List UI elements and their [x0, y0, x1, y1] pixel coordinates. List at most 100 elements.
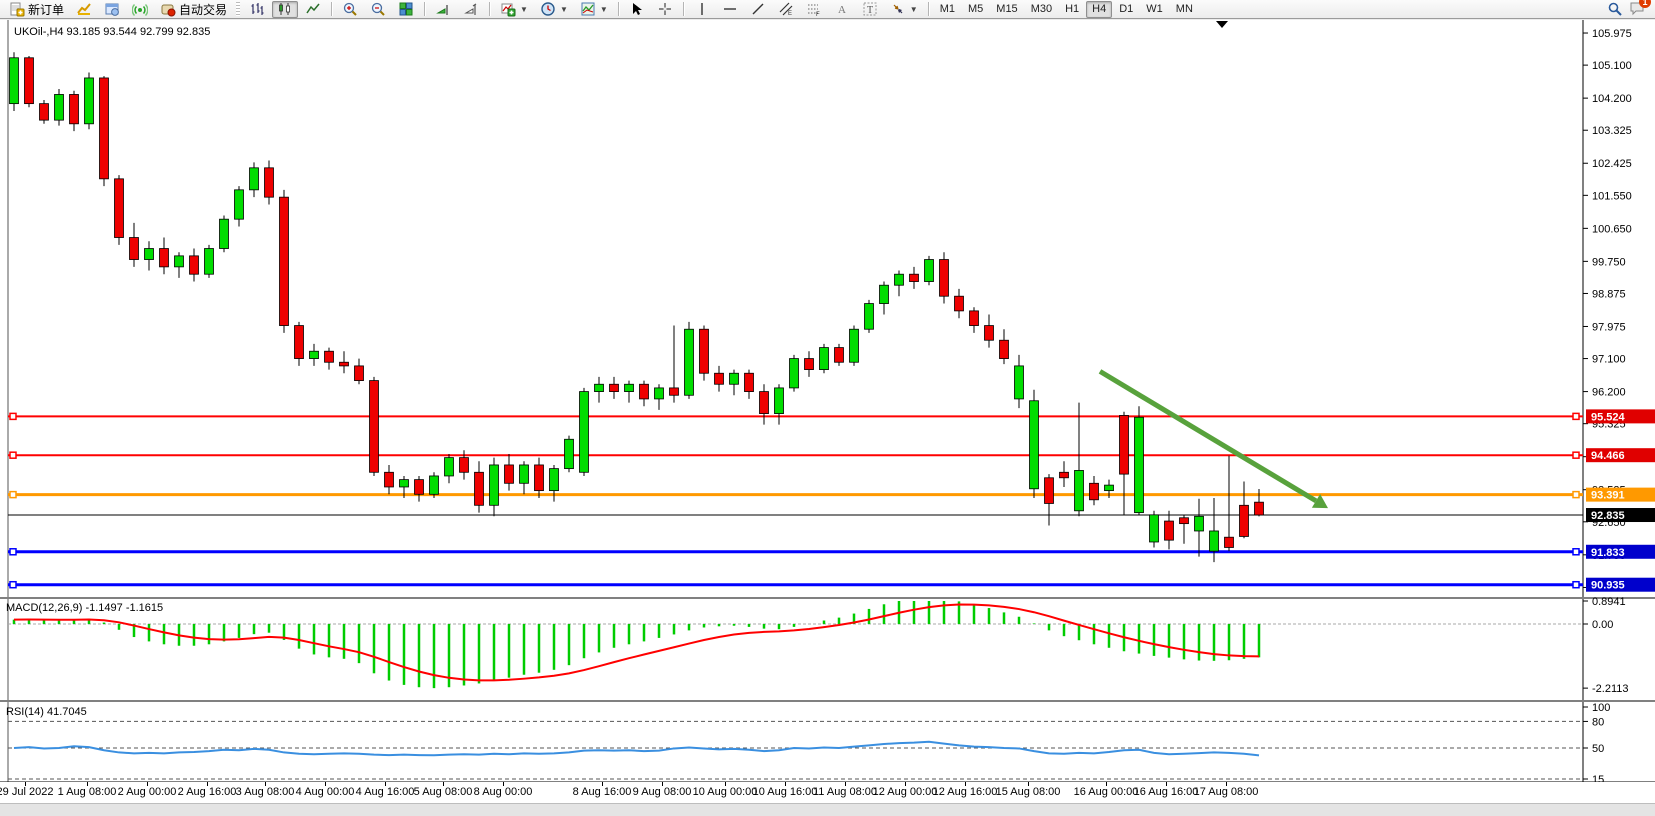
auto-scroll-button[interactable]: [430, 1, 456, 18]
time-axis[interactable]: 29 Jul 2022 1 Aug 08:00 2 Aug 00:00 2 Aug 1…: [0, 782, 1655, 802]
chart-shift-icon: [464, 3, 477, 15]
candle-body: [534, 464, 544, 492]
candle-body: [894, 273, 904, 286]
market-watch-button[interactable]: [71, 1, 97, 18]
candle-body: [399, 479, 409, 488]
price-line-label: [1586, 544, 1655, 559]
candle-body: [474, 471, 484, 506]
timeframe-M5[interactable]: M5: [968, 3, 984, 15]
price-line-label-text: 94.466: [1591, 450, 1625, 462]
time-axis-label: 29 Jul 2022: [0, 786, 54, 798]
data-window-button[interactable]: [99, 1, 125, 18]
chart-candles-button[interactable]: [272, 0, 299, 18]
chart-window[interactable]: UKOil-,H4 93.185 93.544 92.799 92.835 MA…: [0, 20, 1655, 816]
timeframe-H4[interactable]: H4: [1086, 0, 1113, 18]
candle-body: [579, 391, 589, 473]
templates-icon: [581, 2, 595, 16]
time-tick: [1166, 782, 1167, 786]
time-tick: [965, 782, 966, 786]
time-tick: [87, 782, 88, 786]
line-handle[interactable]: [9, 451, 17, 459]
zoom-out-icon: [371, 2, 385, 16]
auto-scroll-icon: [436, 5, 448, 15]
tile-windows-button[interactable]: [393, 1, 419, 18]
time-axis-label: 4 Aug 00:00: [295, 786, 355, 798]
timeframe-W1[interactable]: W1: [1146, 3, 1163, 15]
time-axis-label: 10 Aug 16:00: [752, 786, 818, 798]
toolbar-separator: [331, 2, 333, 16]
timeframe-M1[interactable]: M1: [939, 3, 955, 15]
price-chart-plot[interactable]: 105.975 105.100 104.200 103.325 102.425 101.5…: [0, 20, 1655, 816]
price-tick-label: 98.875: [1592, 288, 1626, 300]
candle-body: [789, 358, 799, 389]
line-handle[interactable]: [1572, 580, 1580, 589]
line-handle[interactable]: [1572, 451, 1580, 459]
line-handle[interactable]: [9, 490, 17, 499]
candle-body: [744, 372, 754, 392]
symbol-title: UKOil-,H4 93.185 93.544 92.799 92.835: [14, 26, 211, 38]
time-tick: [845, 782, 846, 786]
price-line-label: [1586, 487, 1655, 502]
cursor-button[interactable]: [624, 1, 650, 18]
candle-body: [1104, 484, 1114, 492]
time-axis-label: 2 Aug 00:00: [117, 786, 177, 798]
text-label-button[interactable]: T: [857, 1, 883, 18]
time-tick: [147, 782, 148, 786]
trendline-button[interactable]: [745, 1, 771, 18]
periods-button[interactable]: ▼: [535, 1, 573, 18]
candle-body: [519, 464, 529, 484]
new-order-button[interactable]: 新订单: [4, 1, 69, 18]
line-chart-icon: [306, 3, 320, 14]
candle-body: [699, 328, 709, 374]
candle-body: [819, 347, 829, 370]
data-window-icon: [105, 3, 119, 16]
search-icon[interactable]: [1607, 1, 1623, 17]
line-handle[interactable]: [1572, 548, 1580, 556]
notification-badge: 1: [1639, 0, 1651, 8]
trend-arrow-head[interactable]: [1311, 494, 1329, 509]
line-handle[interactable]: [9, 580, 17, 589]
trend-arrow-shaft[interactable]: [1098, 369, 1318, 504]
price-tick-label: 97.100: [1592, 354, 1626, 366]
chart-shift-marker[interactable]: [1216, 21, 1228, 28]
candle-body: [249, 167, 259, 191]
templates-button[interactable]: ▼: [575, 1, 613, 18]
alerts-button[interactable]: [127, 1, 153, 18]
text-button[interactable]: A: [829, 1, 855, 18]
line-handle[interactable]: [9, 548, 17, 556]
main-toolbar: 新订单 自动交易: [0, 0, 1655, 19]
timeframe-M30[interactable]: M30: [1030, 3, 1053, 15]
candle-body: [24, 57, 34, 105]
autotrading-button[interactable]: 自动交易: [155, 1, 232, 18]
candle-body: [654, 387, 664, 400]
notifications-button[interactable]: 1: [1629, 0, 1651, 19]
line-handle[interactable]: [9, 412, 17, 421]
horizontal-scrollbar[interactable]: [0, 803, 1655, 816]
candle-body: [714, 372, 724, 385]
timeframe-MN[interactable]: MN: [1175, 3, 1193, 15]
timeframe-M15[interactable]: M15: [996, 3, 1018, 15]
crosshair-button[interactable]: [652, 1, 678, 18]
candle-body: [99, 77, 109, 180]
zoom-out-button[interactable]: [365, 1, 391, 18]
line-handle[interactable]: [1572, 412, 1580, 421]
chart-shift-button[interactable]: [458, 1, 484, 18]
chart-bars-button[interactable]: [244, 1, 270, 18]
time-axis-label: 1 Aug 08:00: [57, 786, 117, 798]
channel-icon: E: [779, 2, 793, 17]
timeframe-D1[interactable]: D1: [1119, 3, 1134, 15]
indicators-button[interactable]: ▼: [495, 1, 533, 18]
alerts-signal-icon: [132, 3, 149, 17]
zoom-in-button[interactable]: [337, 1, 363, 18]
chart-line-button[interactable]: [300, 1, 326, 18]
svg-text:E: E: [788, 11, 792, 17]
arrows-button[interactable]: ▼: [885, 1, 923, 18]
fibonacci-button[interactable]: F: [801, 1, 827, 18]
timeframe-H1[interactable]: H1: [1065, 3, 1080, 15]
price-tick-label: 97.975: [1592, 321, 1626, 333]
macd-indicator-label: MACD(12,26,9) -1.1497 -1.1615: [6, 602, 164, 614]
vertical-line-button[interactable]: [689, 1, 715, 18]
line-handle[interactable]: [1572, 490, 1580, 499]
equidistant-channel-button[interactable]: E: [773, 1, 799, 18]
horizontal-line-button[interactable]: [717, 1, 743, 18]
